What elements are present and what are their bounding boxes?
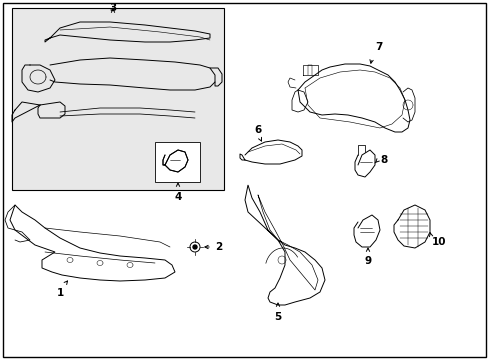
Circle shape — [193, 245, 197, 249]
Text: 2: 2 — [215, 242, 222, 252]
Text: 6: 6 — [254, 125, 261, 135]
Text: 9: 9 — [364, 256, 371, 266]
Text: 8: 8 — [379, 155, 386, 165]
Text: 7: 7 — [374, 42, 382, 52]
Text: 4: 4 — [174, 192, 182, 202]
Bar — [12, 8, 224, 190]
Text: 1: 1 — [56, 288, 63, 298]
Text: 10: 10 — [431, 237, 446, 247]
Bar — [155, 142, 200, 182]
Text: 5: 5 — [274, 312, 281, 322]
Text: 3: 3 — [109, 3, 116, 13]
